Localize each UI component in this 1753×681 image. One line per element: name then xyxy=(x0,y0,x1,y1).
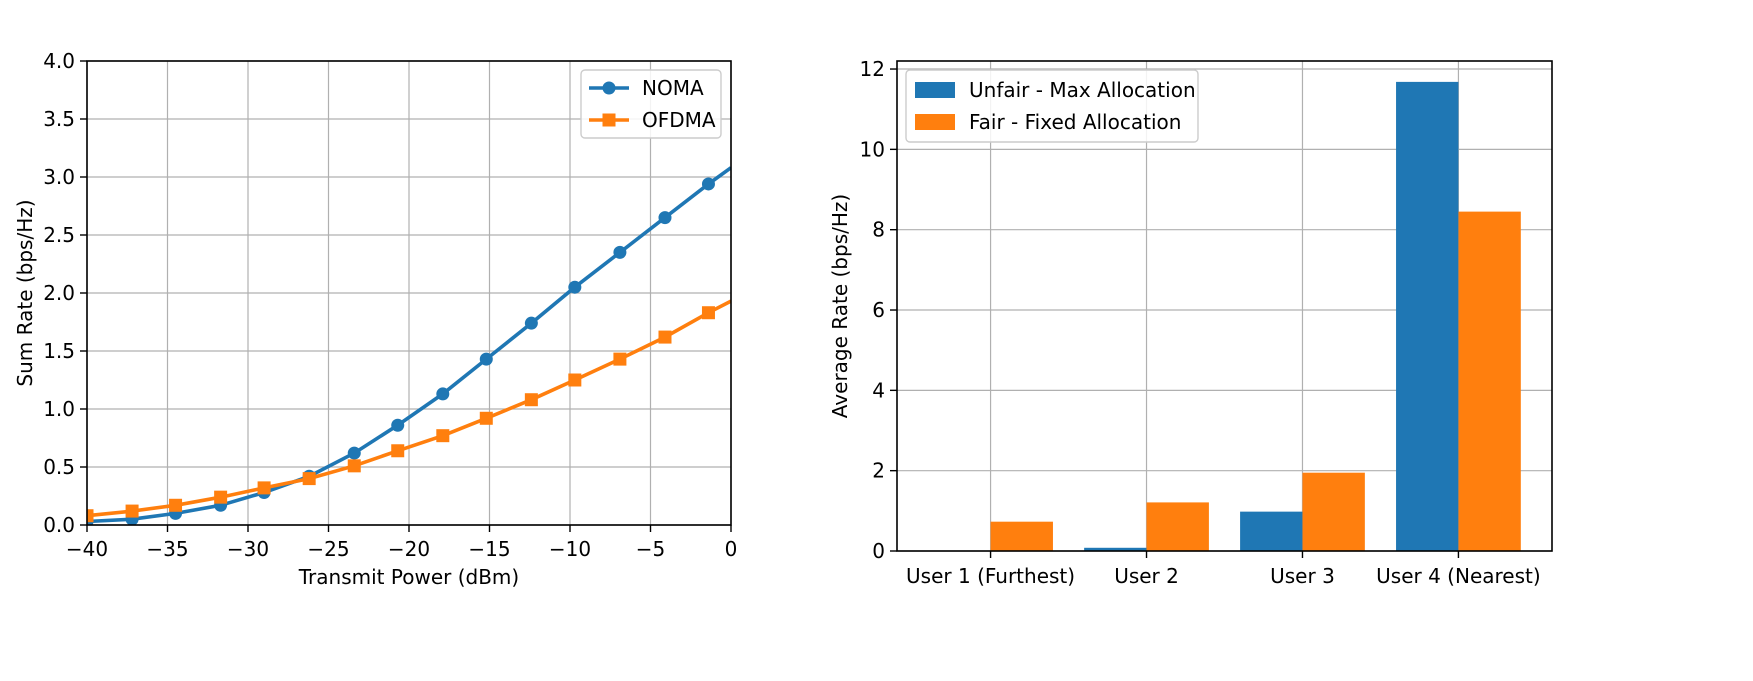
data-point-ofdma xyxy=(479,411,493,425)
series-line-ofdma xyxy=(87,299,731,518)
y-axis-label: Average Rate (bps/Hz) xyxy=(828,194,852,418)
bar-fair-user-3 xyxy=(1302,472,1365,551)
legend-swatch-marker xyxy=(602,81,616,95)
x-tick-label: −25 xyxy=(307,537,349,561)
legend-label: Unfair - Max Allocation xyxy=(969,78,1196,102)
legend-label: OFDMA xyxy=(642,108,716,132)
y-tick-label: 0 xyxy=(872,539,885,563)
bar-unfair-user-2 xyxy=(1084,547,1147,551)
data-point-noma xyxy=(479,352,493,366)
x-tick-label: User 1 (Furthest) xyxy=(906,564,1075,588)
x-tick-label: User 2 xyxy=(1114,564,1179,588)
y-tick-label: 1.0 xyxy=(43,397,75,421)
data-point-ofdma xyxy=(524,393,538,407)
data-point-ofdma xyxy=(701,306,715,320)
y-tick-label: 1.5 xyxy=(43,339,75,363)
axes-frame xyxy=(896,60,1553,552)
x-tick-label: −5 xyxy=(636,537,665,561)
y-tick-label: 12 xyxy=(860,57,885,81)
y-tick-label: 2.5 xyxy=(43,223,75,247)
bar-fair-user-1 xyxy=(990,521,1053,551)
y-tick-label: 6 xyxy=(872,298,885,322)
y-tick-label: 2.0 xyxy=(43,281,75,305)
data-point-ofdma xyxy=(613,352,627,366)
data-point-noma xyxy=(436,387,450,401)
y-tick-label: 0.0 xyxy=(43,513,75,537)
data-point-ofdma xyxy=(87,509,94,523)
legend-label: Fair - Fixed Allocation xyxy=(969,110,1181,134)
legend-swatch xyxy=(915,82,955,98)
x-tick-label: −35 xyxy=(146,537,188,561)
data-point-ofdma xyxy=(214,490,228,504)
data-point-noma xyxy=(347,446,361,460)
data-point-noma xyxy=(391,418,405,432)
x-tick-label: 0 xyxy=(725,537,738,561)
y-tick-label: 8 xyxy=(872,218,885,242)
series-line-noma xyxy=(87,166,731,524)
bar-fair-user-4 xyxy=(1458,211,1521,552)
data-point-ofdma xyxy=(257,481,271,495)
data-point-noma xyxy=(568,280,582,294)
x-axis-label: Transmit Power (dBm) xyxy=(298,565,519,589)
data-point-ofdma xyxy=(436,429,450,443)
data-point-ofdma xyxy=(391,444,405,458)
x-tick-label: −10 xyxy=(549,537,591,561)
bar-fair-user-2 xyxy=(1146,502,1209,551)
bar-chart-average-rate: User 1 (Furthest) User 2 User 3 User 4 (Nea… xyxy=(828,57,1553,588)
line-chart-sum-rate: −40 −35 −30 −25 −20 −15 −10 −5 0 0.0 0.5 1.0 1.5 2.0 2… xyxy=(13,49,737,589)
bar-unfair-user-3 xyxy=(1240,511,1303,551)
x-tick-label: −20 xyxy=(388,537,430,561)
data-point-ofdma xyxy=(658,330,672,344)
y-tick-label: 0.5 xyxy=(43,455,75,479)
data-point-noma xyxy=(613,245,627,259)
y-tick-label: 4.0 xyxy=(43,49,75,73)
bar-unfair-user-4 xyxy=(1396,81,1459,551)
y-tick-label: 2 xyxy=(872,459,885,483)
x-tick-label: −30 xyxy=(227,537,269,561)
data-point-ofdma xyxy=(568,373,582,387)
x-tick-label: User 3 xyxy=(1270,564,1335,588)
legend-box xyxy=(905,69,1199,143)
legend-label: NOMA xyxy=(642,76,704,100)
data-point-ofdma xyxy=(125,504,139,518)
data-point-noma xyxy=(701,177,715,191)
x-tick-label: −15 xyxy=(468,537,510,561)
data-point-noma xyxy=(658,211,672,225)
y-tick-label: 3.5 xyxy=(43,107,75,131)
y-tick-label: 3.0 xyxy=(43,165,75,189)
legend-swatch-marker xyxy=(602,113,616,127)
x-tick-label: User 4 (Nearest) xyxy=(1376,564,1541,588)
x-tick-label: −40 xyxy=(66,537,108,561)
y-axis-label: Sum Rate (bps/Hz) xyxy=(13,199,37,386)
data-point-noma xyxy=(524,316,538,330)
data-point-ofdma xyxy=(302,472,316,486)
legend-swatch xyxy=(915,114,955,130)
y-tick-label: 4 xyxy=(872,378,885,402)
data-point-ofdma xyxy=(169,498,183,512)
y-tick-label: 10 xyxy=(860,137,885,161)
data-point-ofdma xyxy=(347,459,361,473)
